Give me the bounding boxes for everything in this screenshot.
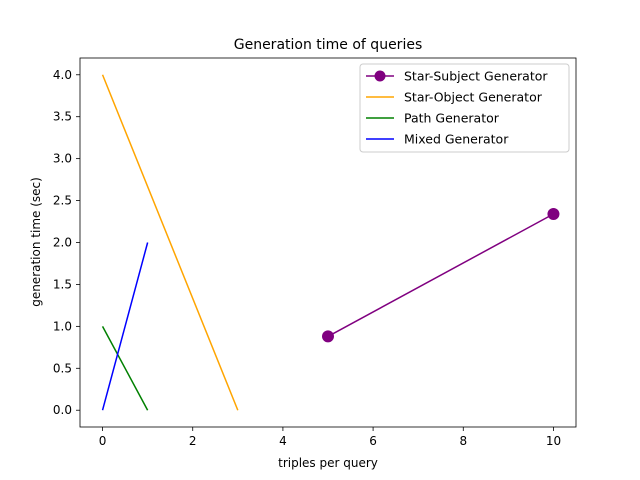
x-tick-label: 8 xyxy=(459,434,467,448)
series-line-1 xyxy=(101,74,239,411)
x-axis-label: triples per query xyxy=(278,456,378,470)
y-tick-label: 0.0 xyxy=(53,403,72,417)
series-line-0 xyxy=(327,213,554,338)
x-tick-label: 2 xyxy=(189,434,197,448)
y-tick-label: 1.5 xyxy=(53,277,72,291)
y-tick-label: 2.0 xyxy=(53,236,72,250)
legend-label-0: Star-Subject Generator xyxy=(404,69,548,84)
legend-box xyxy=(359,63,570,153)
y-tick-label: 4.0 xyxy=(53,68,72,82)
legend-label-1: Star-Object Generator xyxy=(404,90,543,105)
x-tick-label: 0 xyxy=(99,434,107,448)
data-point-0-0 xyxy=(322,330,334,343)
x-tick-label: 4 xyxy=(279,434,287,448)
series-line-3 xyxy=(101,242,149,411)
x-tick-label: 10 xyxy=(546,434,561,448)
chart-title: Generation time of queries xyxy=(234,37,423,53)
axes-layer: 0 2 4 6 8 10 0.0 0.5 1.0 1.5 2.0 2.5 3.0 3.5 4.0 xyxy=(53,57,577,448)
y-tick-label: 3.5 xyxy=(53,110,72,124)
y-tick-label: 1.0 xyxy=(53,319,72,333)
series-line-2 xyxy=(101,326,149,411)
legend-marker-0 xyxy=(374,70,386,82)
legend-label-2: Path Generator xyxy=(404,111,500,126)
y-axis-label: generation time (sec) xyxy=(29,177,43,307)
data-point-0-1 xyxy=(547,207,560,220)
series-layer xyxy=(101,74,560,411)
legend-label-3: Mixed Generator xyxy=(404,132,509,147)
legend: Star-Subject Generator Star-Object Genera… xyxy=(359,63,570,153)
y-tick-label: 0.5 xyxy=(53,361,72,375)
y-tick-label: 3.0 xyxy=(53,152,72,166)
x-tick-label: 6 xyxy=(369,434,377,448)
y-tick-label: 2.5 xyxy=(53,194,72,208)
